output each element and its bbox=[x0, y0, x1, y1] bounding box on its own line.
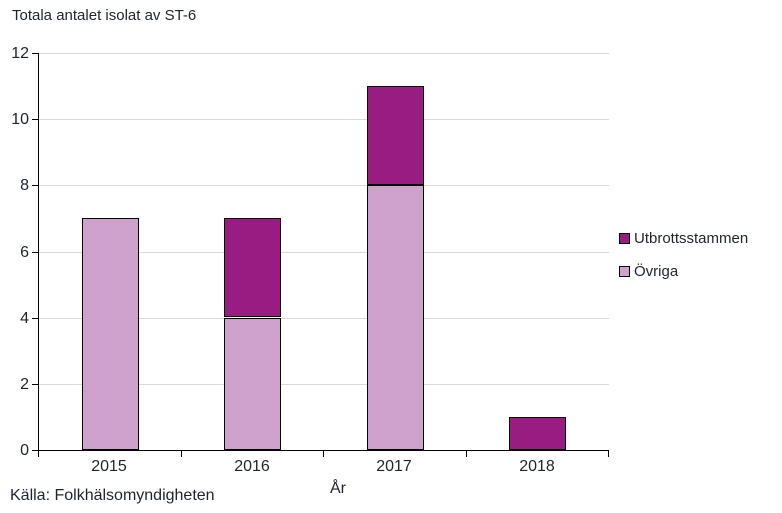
gridline-y-12 bbox=[39, 53, 609, 54]
gridline-y-4 bbox=[39, 318, 609, 319]
legend-item-Övriga: Övriga bbox=[619, 262, 748, 280]
legend: Utbrottsstammen Övriga bbox=[619, 229, 748, 295]
y-tick-label-10: 10 bbox=[11, 111, 29, 128]
bar-2015-Övriga bbox=[82, 218, 139, 450]
x-axis-title: År bbox=[330, 480, 346, 497]
y-tick-label-4: 4 bbox=[20, 310, 29, 327]
bar-2018-Utbrottsstammen bbox=[509, 417, 566, 450]
x-tick-label-2017: 2017 bbox=[376, 458, 412, 475]
legend-marker-Utbrottsstammen bbox=[619, 232, 630, 244]
plot-area bbox=[38, 53, 609, 451]
x-tick-label-2015: 2015 bbox=[91, 458, 127, 475]
y-tick-10 bbox=[32, 119, 38, 121]
legend-marker-Övriga bbox=[619, 265, 630, 277]
gridline-y-2 bbox=[39, 384, 609, 385]
bar-2016-Övriga bbox=[224, 318, 281, 450]
y-tick-label-2: 2 bbox=[20, 376, 29, 393]
bar-2017-Övriga bbox=[367, 185, 424, 450]
bar-2017-Utbrottsstammen bbox=[367, 86, 424, 185]
x-tick-label-2018: 2018 bbox=[519, 458, 555, 475]
x-tick-1 bbox=[181, 451, 183, 457]
y-tick-label-6: 6 bbox=[20, 244, 29, 261]
y-tick-label-0: 0 bbox=[20, 442, 29, 459]
y-tick-6 bbox=[32, 252, 38, 254]
gridline-y-6 bbox=[39, 252, 609, 253]
chart-title: Totala antalet isolat av ST-6 bbox=[12, 7, 197, 24]
x-tick-label-2016: 2016 bbox=[234, 458, 270, 475]
gridline-y-10 bbox=[39, 119, 609, 120]
y-tick-label-8: 8 bbox=[20, 177, 29, 194]
y-tick-4 bbox=[32, 318, 38, 320]
y-tick-8 bbox=[32, 185, 38, 187]
x-tick-4 bbox=[608, 451, 610, 457]
gridline-y-8 bbox=[39, 185, 609, 186]
y-tick-label-12: 12 bbox=[11, 45, 29, 62]
legend-item-Utbrottsstammen: Utbrottsstammen bbox=[619, 229, 748, 247]
x-tick-0 bbox=[38, 451, 40, 457]
source-note: Källa: Folkhälsomyndigheten bbox=[10, 487, 215, 504]
bar-2016-Utbrottsstammen bbox=[224, 218, 281, 317]
x-tick-2 bbox=[323, 451, 325, 457]
x-tick-3 bbox=[466, 451, 468, 457]
y-tick-2 bbox=[32, 384, 38, 386]
legend-label: Övriga bbox=[634, 262, 679, 280]
legend-label: Utbrottsstammen bbox=[634, 229, 749, 247]
y-tick-12 bbox=[32, 53, 38, 55]
y-tick-0 bbox=[32, 450, 38, 452]
